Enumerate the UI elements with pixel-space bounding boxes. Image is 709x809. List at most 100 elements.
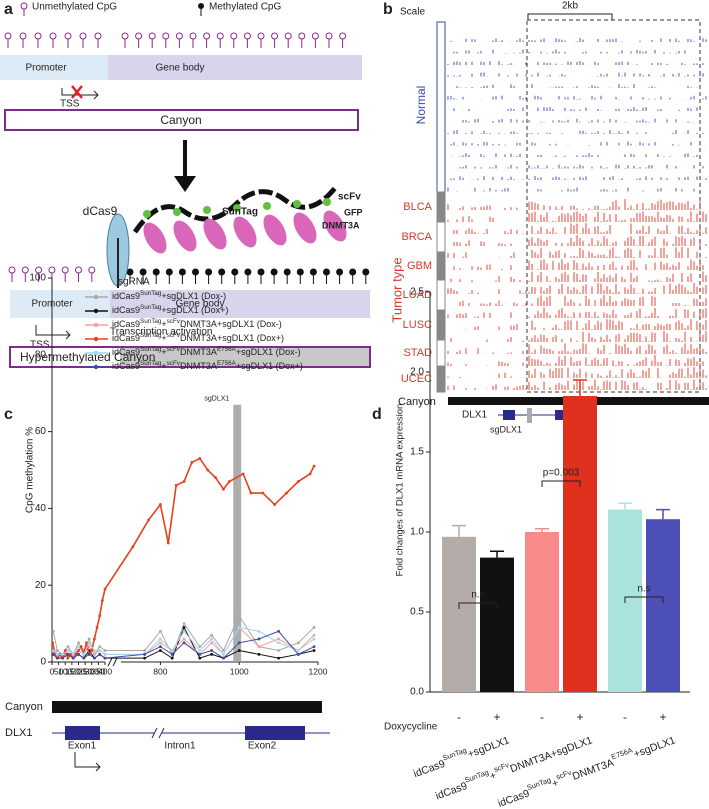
point: [87, 652, 91, 656]
cpg-row: [4, 32, 347, 48]
text-part: +sgDLX1: [632, 734, 677, 760]
point: [198, 645, 202, 649]
point: [77, 641, 80, 645]
point: [241, 472, 245, 476]
panel-b: Scale 2kb BLCA BRCA GBM LUAD LUSC STAD UCEC No…: [389, 1, 709, 434]
canyon-bar: [52, 701, 322, 713]
point: [261, 491, 265, 495]
text-part: DNMT3A+sgDLX1 (Dox-): [180, 319, 282, 329]
label: Intron1: [164, 741, 196, 752]
superscript: scFv: [167, 360, 181, 367]
point: [51, 629, 55, 633]
tumor-block: [436, 251, 446, 281]
cpg: [283, 268, 291, 276]
sample-bar: BLCA BRCA GBM LUAD LUSC STAD UCEC: [401, 191, 446, 393]
y-axis-title: CpG methylation %: [25, 427, 36, 513]
label: Gene body: [176, 299, 225, 310]
point: [103, 652, 107, 656]
gfp: [323, 198, 331, 206]
bracket: [624, 596, 664, 603]
bracket: [541, 480, 581, 487]
cpg: [323, 268, 330, 276]
point: [222, 652, 225, 656]
cpg: [257, 268, 265, 276]
error-bar: [452, 524, 466, 537]
point: [147, 518, 150, 522]
error-bar: [618, 502, 632, 510]
legend-swatch: [93, 294, 99, 300]
dnmt3a: [203, 218, 227, 250]
category-label: +: [576, 710, 583, 724]
track: [453, 107, 698, 111]
text-part: +: [161, 347, 166, 357]
error-bar: [535, 528, 549, 532]
superscript: SunTag: [464, 768, 490, 785]
error-bar: [656, 508, 670, 520]
label: 2kb: [562, 1, 579, 12]
point: [312, 637, 316, 641]
exon: [245, 726, 305, 740]
group-label: Tumor type: [389, 257, 404, 322]
point: [71, 652, 75, 656]
x-tick-label: 200: [71, 666, 85, 676]
point: [182, 641, 186, 645]
point: [66, 656, 70, 660]
point: [182, 629, 186, 633]
bar: [563, 396, 597, 692]
cpg: [121, 32, 129, 40]
bar: [480, 557, 514, 692]
methylated-fill: [120, 347, 370, 367]
point: [222, 656, 225, 660]
text-part: +: [550, 777, 560, 790]
text-part: DNMT3A+sgDLX1 (Dox+): [180, 333, 284, 343]
legend-swatch: [93, 322, 99, 328]
track: [447, 61, 704, 65]
cpg: [8, 266, 16, 274]
label: Scale: [400, 7, 425, 18]
label: scFv: [338, 192, 361, 203]
point: [222, 649, 225, 652]
text-part: +: [161, 319, 166, 329]
point: [51, 649, 55, 652]
row-label: Doxycycline: [384, 722, 438, 733]
point: [182, 622, 186, 625]
point: [277, 649, 280, 652]
dnmt3a: [143, 222, 167, 254]
x-tick-label: 1200: [309, 666, 328, 676]
legend-label: Unmethylated CpG: [32, 2, 117, 13]
point: [87, 641, 91, 645]
superscript: SunTag: [140, 360, 162, 367]
point: [182, 480, 186, 483]
point: [257, 637, 261, 641]
point: [277, 629, 280, 633]
track: [447, 307, 707, 318]
cpg: [178, 268, 186, 276]
scale-bar: [527, 13, 613, 20]
track: [450, 141, 707, 146]
track: [447, 72, 704, 77]
point: [103, 649, 107, 652]
label: Canyon: [398, 396, 436, 408]
point: [93, 649, 96, 652]
comparison-label: n.s: [471, 590, 484, 601]
track: [447, 283, 707, 294]
exon: [65, 726, 100, 740]
tumor-block: [436, 191, 446, 223]
label: sgRNA: [118, 277, 150, 288]
cpg: [339, 32, 347, 40]
text-part: DNMT3A: [571, 757, 616, 783]
y-tick-label: 1.5: [410, 447, 424, 458]
bar: [525, 532, 559, 692]
superscript: SunTag: [140, 346, 162, 353]
cpg: [362, 268, 370, 276]
point: [77, 649, 80, 652]
track: [450, 176, 707, 180]
cpg: [309, 268, 317, 276]
cpg: [349, 268, 357, 276]
x-tick-label: 250: [78, 666, 92, 676]
point: [257, 629, 261, 633]
category-label: -: [540, 710, 544, 724]
point: [93, 637, 96, 641]
point: [87, 645, 91, 649]
point: [312, 649, 316, 652]
